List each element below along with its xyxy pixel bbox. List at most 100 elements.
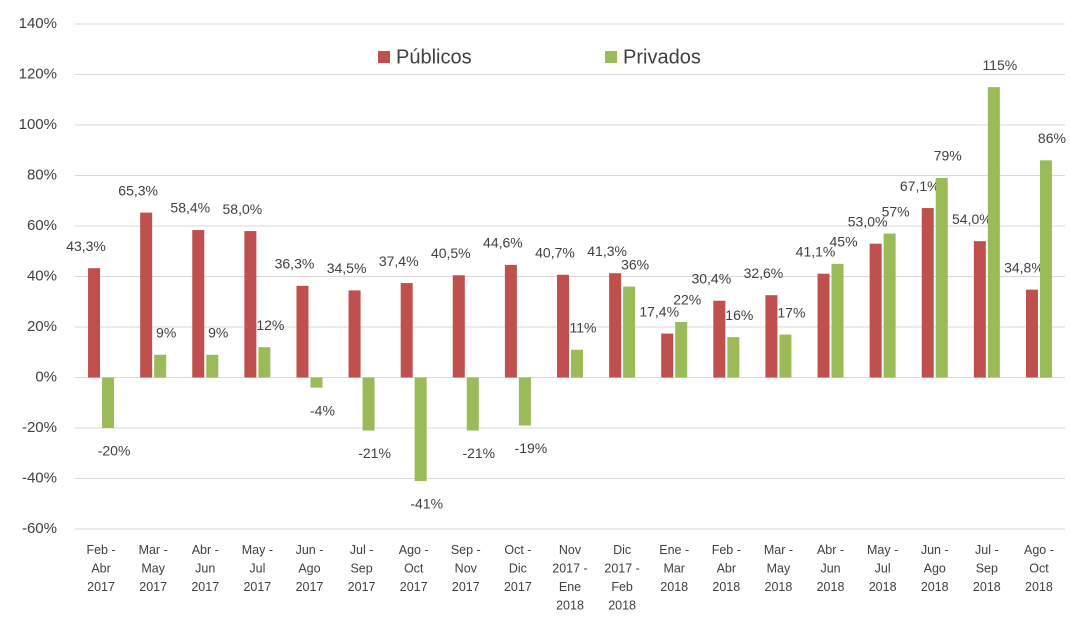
bar xyxy=(675,321,688,378)
x-tick-label: Sep -Nov 2017 xyxy=(451,543,481,594)
value-label: -4% xyxy=(310,402,335,418)
bar xyxy=(518,377,531,426)
value-label: -21% xyxy=(358,445,391,461)
bar xyxy=(921,208,934,378)
value-label: 34,5% xyxy=(327,260,367,276)
value-label: 115% xyxy=(982,57,1017,73)
bar xyxy=(623,286,636,378)
bar xyxy=(400,283,413,378)
value-label: 58,0% xyxy=(223,201,263,217)
bar xyxy=(765,295,778,378)
bar xyxy=(504,264,517,378)
x-tick-label: Jul -Sep 2018 xyxy=(973,543,1001,594)
bar xyxy=(414,377,427,482)
bar xyxy=(258,347,271,378)
value-label: -41% xyxy=(410,496,443,512)
value-label: 11% xyxy=(570,319,597,335)
x-tick-label: Jun -Ago 2017 xyxy=(296,543,324,594)
y-tick-label: 100% xyxy=(19,116,57,133)
x-tick-label: Jul -Sep 2017 xyxy=(348,543,376,594)
value-label: 17% xyxy=(777,304,805,320)
bar xyxy=(348,290,361,378)
y-tick-label: 40% xyxy=(27,267,57,284)
y-tick-label: -60% xyxy=(22,520,57,537)
value-label: 44,6% xyxy=(483,235,523,251)
bar xyxy=(883,233,896,378)
x-tick-label: Nov 2017 -Ene 2018 xyxy=(552,543,587,613)
legend-swatch xyxy=(605,51,617,63)
bar xyxy=(727,337,740,378)
bar xyxy=(88,268,101,378)
value-label: 67,1% xyxy=(900,178,940,194)
value-label: 43,3% xyxy=(66,238,106,254)
bar xyxy=(831,263,844,378)
x-tick-label: May -Jul 2018 xyxy=(867,543,898,594)
bar xyxy=(466,377,479,431)
x-tick-label: Ago -Oct 2017 xyxy=(399,543,429,594)
x-tick-label: Abr -Jun 2017 xyxy=(191,543,219,594)
x-tick-label: Ago -Oct 2018 xyxy=(1024,543,1054,594)
bar xyxy=(935,178,948,378)
x-tick-label: Oct -Dic 2017 xyxy=(504,543,532,594)
bar xyxy=(140,212,153,378)
bar xyxy=(1025,289,1038,378)
bar xyxy=(713,300,726,378)
bar xyxy=(661,333,674,378)
x-tick-label: Mar -May 2018 xyxy=(764,543,793,594)
bar xyxy=(310,377,323,388)
value-label: 41,1% xyxy=(796,243,836,259)
bar xyxy=(973,241,986,378)
legend-label: Privados xyxy=(623,46,701,68)
value-label: 79% xyxy=(934,148,962,164)
y-tick-label: 20% xyxy=(27,318,57,335)
value-label: 45% xyxy=(830,234,858,250)
value-label: -20% xyxy=(98,443,131,459)
x-tick-label: Jun -Ago 2018 xyxy=(921,543,949,594)
x-tick-label: Dic 2017 -Feb 2018 xyxy=(604,543,639,613)
x-tick-label: Abr -Jun 2018 xyxy=(817,543,845,594)
bar xyxy=(557,274,569,378)
value-label: -21% xyxy=(462,445,495,461)
value-label: -19% xyxy=(515,440,548,456)
value-label: 37,4% xyxy=(379,253,419,269)
bar xyxy=(206,354,219,378)
value-label: 86% xyxy=(1038,130,1066,146)
x-tick-label: Feb -Abr 2017 xyxy=(86,543,115,594)
bar xyxy=(362,377,375,431)
bar xyxy=(192,230,205,378)
value-label: 40,5% xyxy=(431,245,471,261)
value-label: 22% xyxy=(673,292,701,308)
bar xyxy=(102,377,115,428)
y-tick-label: 120% xyxy=(19,65,57,82)
x-tick-label: Mar -May 2017 xyxy=(139,543,168,594)
value-label: 16% xyxy=(725,307,753,323)
y-tick-label: 60% xyxy=(27,217,57,234)
value-label: 40,7% xyxy=(535,244,575,260)
value-label: 54,0% xyxy=(952,211,992,227)
bar xyxy=(869,243,882,378)
value-label: 36,3% xyxy=(275,256,315,272)
y-tick-label: -40% xyxy=(22,469,57,486)
value-label: 65,3% xyxy=(118,182,158,198)
value-label: 53,0% xyxy=(848,213,888,229)
value-label: 17,4% xyxy=(639,303,679,319)
y-tick-label: 140% xyxy=(19,15,57,32)
y-tick-label: 80% xyxy=(27,166,57,183)
value-label: 34,8% xyxy=(1004,259,1044,275)
bar xyxy=(244,231,257,378)
legend-swatch xyxy=(378,51,390,63)
value-label: 9% xyxy=(208,324,228,340)
y-tick-label: 0% xyxy=(35,368,57,385)
bar xyxy=(154,354,167,378)
x-tick-label: Feb -Abr 2018 xyxy=(712,543,741,594)
bar xyxy=(296,285,309,378)
legend-label: Públicos xyxy=(396,46,472,68)
value-label: 9% xyxy=(156,324,176,340)
bar xyxy=(817,273,830,378)
bar xyxy=(609,273,622,378)
bar xyxy=(452,275,465,378)
value-label: 12% xyxy=(256,317,284,333)
value-label: 41,3% xyxy=(587,243,627,259)
value-label: 36% xyxy=(621,256,649,272)
